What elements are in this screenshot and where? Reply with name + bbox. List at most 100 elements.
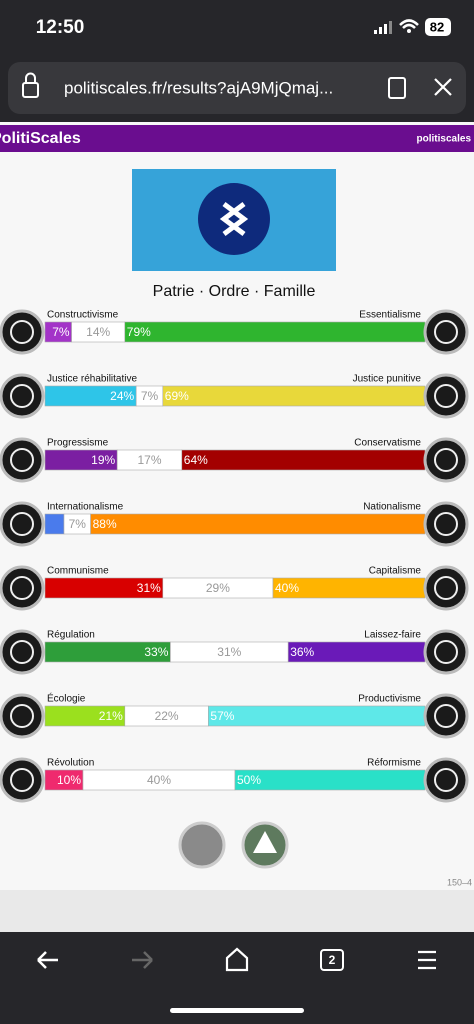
axis-icon [0, 693, 45, 739]
axis-icon [423, 437, 469, 483]
axis-right-label: Conservatisme [354, 438, 421, 449]
segment-label: 88% [93, 517, 117, 531]
flag-emblem [198, 183, 270, 255]
lock-shackle [25, 72, 36, 83]
lock-icon [22, 82, 39, 98]
back-button[interactable] [37, 951, 58, 969]
site-title: PolitiScales [0, 130, 81, 147]
axis-icon-inner [434, 512, 458, 536]
axis-icon [423, 693, 469, 739]
menu-button[interactable] [418, 950, 436, 970]
header-bar [0, 125, 474, 152]
axis-right-label: Nationalisme [363, 502, 421, 513]
wifi [399, 19, 419, 29]
axis-left-label: Progressisme [47, 438, 109, 449]
axis-left-label: Internationalisme [47, 502, 124, 513]
segment [208, 705, 426, 727]
segment [234, 769, 426, 791]
segment-label: 7% [141, 389, 159, 403]
segment [44, 513, 65, 535]
axis-icon [423, 565, 469, 611]
axis-left-label: Communisme [47, 566, 109, 577]
battery [425, 18, 451, 36]
wifi-dot [407, 29, 411, 33]
signal [374, 21, 392, 34]
segment [181, 449, 426, 471]
segment [124, 321, 426, 343]
flag-symbol [219, 202, 249, 236]
segment-label: 7% [69, 517, 87, 531]
tab-count: 2 [329, 953, 336, 967]
segment-label: 10% [57, 773, 81, 787]
axis-right-label: Productivisme [358, 694, 421, 705]
segment-label: 64% [184, 453, 208, 467]
segment-label: 40% [275, 581, 299, 595]
axis-icon-inner [10, 640, 34, 664]
close-icon[interactable] [434, 78, 452, 96]
home-button[interactable] [225, 947, 249, 972]
axis-icon [0, 757, 45, 803]
segment-label: 22% [155, 709, 179, 723]
axis-left-label: Régulation [47, 630, 95, 641]
axis-right-label: Justice punitive [353, 374, 422, 385]
segment-label: 21% [99, 709, 123, 723]
badge [178, 821, 226, 869]
axis-right-label: Capitalisme [369, 566, 422, 577]
segment-label: 19% [91, 453, 115, 467]
axis-icon [423, 501, 469, 547]
segment-label: 31% [217, 645, 241, 659]
segment-label: 31% [137, 581, 161, 595]
site-link[interactable]: politiscales [417, 134, 472, 145]
slogan: Patrie · Ordre · Famille [153, 283, 316, 300]
segment-label: 36% [290, 645, 314, 659]
axis-left-label: Révolution [47, 758, 94, 769]
axis-icon-inner [10, 768, 34, 792]
axis-icon-inner [10, 448, 34, 472]
axis-icon-inner [10, 512, 34, 536]
axis-icon-inner [10, 576, 34, 600]
axis-icon-inner [434, 448, 458, 472]
axis-icon-inner [434, 704, 458, 728]
url[interactable]: politiscales.fr/results?ajA9MjQmaj... [64, 78, 333, 97]
segment-label: 17% [137, 453, 161, 467]
axis-icon [0, 629, 45, 675]
axis-icon [423, 309, 469, 355]
axis-icon [423, 757, 469, 803]
axis-left-label: Constructivisme [47, 310, 119, 321]
axis-icon [0, 565, 45, 611]
axis-left-label: Justice réhabilitative [47, 374, 137, 385]
segment-label: 69% [165, 389, 189, 403]
segment-label: 40% [147, 773, 171, 787]
address-bar[interactable] [8, 62, 466, 114]
forward-button[interactable] [132, 951, 153, 969]
segment-label: 50% [237, 773, 261, 787]
segment-label: 79% [127, 325, 151, 339]
segment [162, 385, 426, 407]
axis-icon [0, 501, 45, 547]
segment [90, 513, 426, 535]
segment-label: 57% [210, 709, 234, 723]
battery-level: 82 [430, 19, 444, 34]
axis-icon-inner [10, 320, 34, 344]
axis-icon [0, 309, 45, 355]
segment-label: 14% [86, 325, 110, 339]
axis-icon [423, 629, 469, 675]
axis-right-label: Laissez-faire [364, 630, 421, 641]
axis-icon-inner [10, 704, 34, 728]
axis-right-label: Réformisme [367, 758, 421, 769]
segment-label: 7% [52, 325, 70, 339]
axis-icon [423, 373, 469, 419]
tabs-button[interactable] [320, 949, 344, 971]
axis-icon-inner [434, 640, 458, 664]
time: 12:50 [36, 17, 85, 38]
segment-label: 29% [206, 581, 230, 595]
axis-left-label: Écologie [47, 692, 86, 705]
reader-icon[interactable] [388, 77, 406, 99]
badge-symbol [253, 831, 277, 853]
axis-icon-inner [434, 576, 458, 600]
footer-note: 150–4 [447, 877, 472, 887]
home-indicator [170, 1008, 304, 1013]
axis-icon-inner [434, 320, 458, 344]
